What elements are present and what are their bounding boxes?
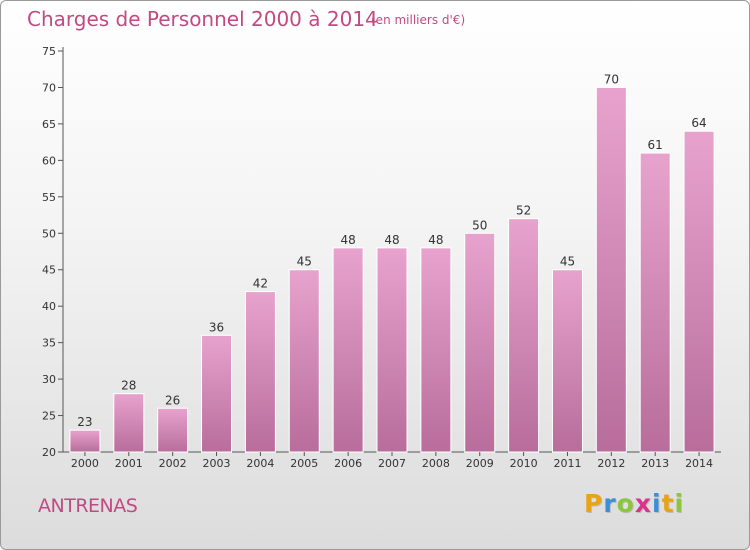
x-tick-label: 2010 bbox=[510, 457, 538, 470]
data-label: 45 bbox=[560, 255, 575, 269]
data-label: 70 bbox=[604, 72, 619, 86]
x-tick-label: 2009 bbox=[466, 457, 494, 470]
y-tick-label: 20 bbox=[42, 446, 56, 459]
bar bbox=[683, 130, 715, 453]
x-tick-label: 2011 bbox=[553, 457, 581, 470]
bar bbox=[420, 247, 452, 453]
bar bbox=[376, 247, 408, 453]
bar bbox=[69, 429, 101, 453]
bar bbox=[201, 334, 233, 453]
logo-letter: r bbox=[603, 489, 617, 518]
chart-title: Charges de Personnel 2000 à 2014 bbox=[27, 7, 378, 31]
data-label: 52 bbox=[516, 204, 531, 218]
bar bbox=[332, 247, 364, 453]
y-tick-label: 60 bbox=[42, 154, 56, 167]
bar bbox=[639, 152, 671, 453]
x-tick-label: 2002 bbox=[159, 457, 187, 470]
x-tick-label: 2005 bbox=[290, 457, 318, 470]
data-label: 26 bbox=[165, 393, 180, 407]
logo-letter: P bbox=[584, 489, 604, 518]
data-label: 48 bbox=[384, 233, 399, 247]
x-tick-label: 2007 bbox=[378, 457, 406, 470]
bar bbox=[464, 232, 496, 453]
x-tick-label: 2013 bbox=[641, 457, 669, 470]
x-tick-label: 2008 bbox=[422, 457, 450, 470]
logo-letter: i bbox=[674, 489, 685, 518]
bar bbox=[551, 269, 583, 453]
logo-letter: t bbox=[661, 489, 675, 518]
y-tick-label: 50 bbox=[42, 227, 56, 240]
data-label: 36 bbox=[209, 320, 224, 334]
y-tick-label: 25 bbox=[42, 410, 56, 423]
y-tick-label: 65 bbox=[42, 118, 56, 131]
y-tick-label: 45 bbox=[42, 264, 56, 277]
bar bbox=[244, 291, 276, 453]
data-label: 61 bbox=[648, 138, 663, 152]
x-tick-label: 2006 bbox=[334, 457, 362, 470]
data-label: 23 bbox=[77, 415, 92, 429]
x-tick-label: 2000 bbox=[71, 457, 99, 470]
x-tick-label: 2014 bbox=[685, 457, 713, 470]
commune-name: ANTRENAS bbox=[38, 495, 138, 517]
logo-letter: x bbox=[634, 489, 652, 518]
data-label: 42 bbox=[253, 277, 268, 291]
logo-letter: o bbox=[616, 489, 635, 518]
x-tick-label: 2012 bbox=[597, 457, 625, 470]
bar bbox=[157, 407, 189, 453]
data-label: 28 bbox=[121, 379, 136, 393]
y-tick-label: 40 bbox=[42, 300, 56, 313]
y-tick-label: 55 bbox=[42, 191, 56, 204]
x-tick-label: 2004 bbox=[246, 457, 274, 470]
bar bbox=[113, 393, 145, 453]
bar bbox=[508, 218, 540, 453]
x-tick-label: 2003 bbox=[203, 457, 231, 470]
y-tick-label: 30 bbox=[42, 373, 56, 386]
chart-subtitle: (en milliers d'€) bbox=[371, 13, 466, 27]
x-tick-label: 2001 bbox=[115, 457, 143, 470]
y-tick-label: 35 bbox=[42, 337, 56, 350]
bar bbox=[595, 86, 627, 453]
proxiti-logo: Proxiti bbox=[584, 489, 684, 518]
data-label: 50 bbox=[472, 218, 487, 232]
data-label: 48 bbox=[340, 233, 355, 247]
y-tick-label: 70 bbox=[42, 81, 56, 94]
y-tick-label: 75 bbox=[42, 45, 56, 58]
bar bbox=[288, 269, 320, 453]
data-label: 45 bbox=[297, 255, 312, 269]
data-label: 64 bbox=[691, 116, 706, 130]
logo-letter: i bbox=[652, 489, 662, 518]
data-label: 48 bbox=[428, 233, 443, 247]
